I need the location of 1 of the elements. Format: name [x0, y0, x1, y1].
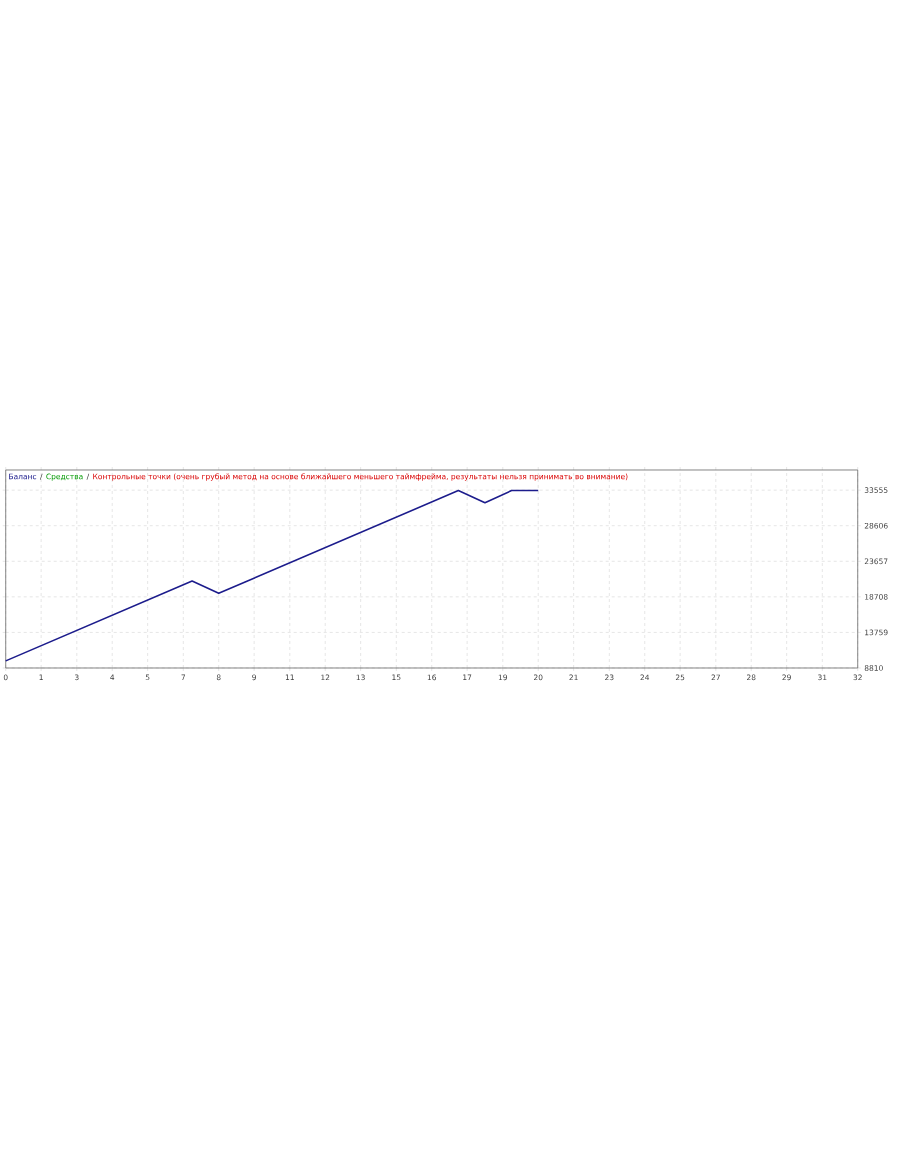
line-series	[5, 489, 540, 662]
